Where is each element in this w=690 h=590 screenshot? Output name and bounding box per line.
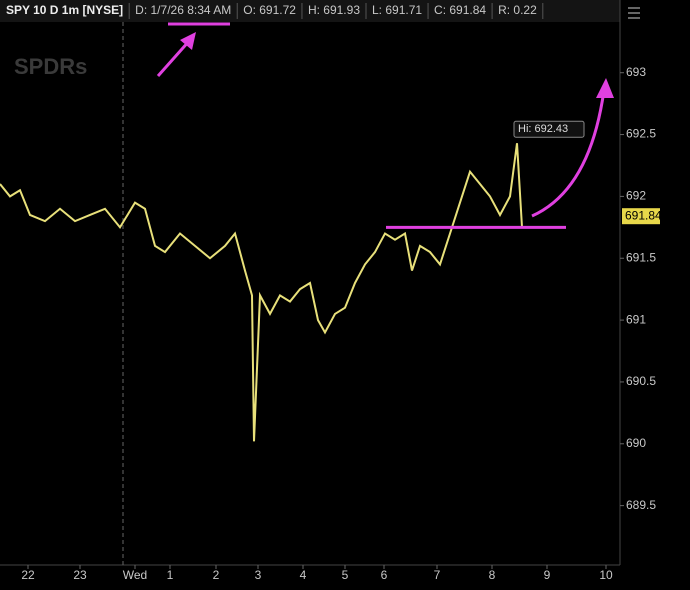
- x-tick-label: 23: [73, 568, 87, 582]
- menu-icon[interactable]: [628, 7, 640, 19]
- header-field: SPY 10 D 1m [NYSE]: [6, 3, 123, 17]
- header-field: C: 691.84: [434, 3, 486, 17]
- header-field: L: 691.71: [372, 3, 422, 17]
- header-bar: [0, 0, 620, 22]
- arrow-head: [180, 32, 196, 50]
- x-tick-label: 6: [381, 568, 388, 582]
- x-tick-label: 4: [300, 568, 307, 582]
- x-tick-label: 8: [489, 568, 496, 582]
- last-price-label: 691.84: [625, 208, 662, 222]
- annotation: Hi: 692.43: [518, 123, 568, 135]
- y-tick-label: 690: [626, 436, 646, 450]
- annotation-box: [513, 120, 585, 138]
- price-line: [0, 143, 523, 442]
- x-tick-label: 9: [544, 568, 551, 582]
- last-price-box: [622, 208, 660, 225]
- arrow-head: [596, 78, 614, 98]
- y-tick-label: 689.5: [626, 498, 656, 512]
- header-field: H: 691.93: [308, 3, 360, 17]
- header: SPY 10 D 1m [NYSE] D: 1/7/26 8:34 AM O: 69…: [6, 3, 544, 19]
- x-tick-label: 2: [213, 568, 220, 582]
- x-tick-label: 10: [599, 568, 613, 582]
- y-tick-label: 693: [626, 65, 646, 79]
- x-tick-label: 7: [434, 568, 441, 582]
- watermark: SPDRs: [14, 54, 87, 79]
- y-tick-label: 692: [626, 189, 646, 203]
- x-tick-label: 3: [255, 568, 262, 582]
- x-tick-label: 22: [21, 568, 35, 582]
- y-tick-label: 690.5: [626, 374, 656, 388]
- x-tick-label: 5: [342, 568, 349, 582]
- x-tick-label: 1: [167, 568, 174, 582]
- arrow: [531, 89, 606, 218]
- header-field: O: 691.72: [243, 3, 296, 17]
- arrow: [156, 39, 192, 77]
- y-tick-label: 692.5: [626, 127, 656, 141]
- header-field: R: 0.22: [498, 3, 537, 17]
- y-tick-label: 691.5: [626, 250, 656, 264]
- header-field: D: 1/7/26 8:34 AM: [135, 3, 231, 17]
- x-tick-label: Wed: [123, 568, 147, 582]
- y-tick-label: 691: [626, 312, 646, 326]
